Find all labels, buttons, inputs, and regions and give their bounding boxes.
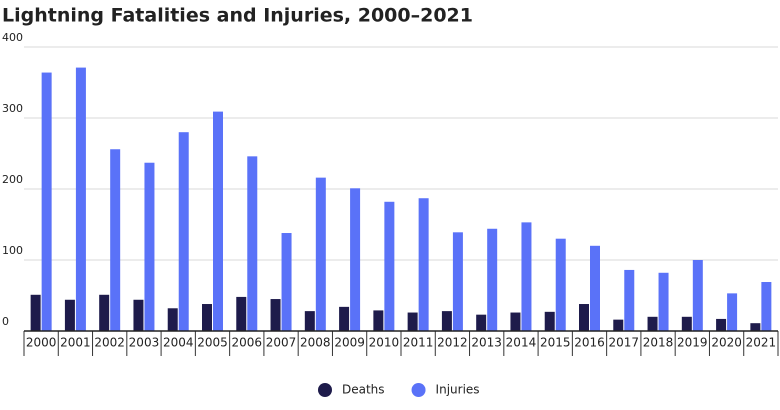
bar <box>681 316 692 331</box>
bar <box>350 188 361 331</box>
bar <box>750 323 761 331</box>
bar <box>727 293 738 331</box>
bar <box>487 228 498 331</box>
bar <box>144 162 155 331</box>
x-tick-label: 2018 <box>643 336 674 350</box>
bar <box>624 269 635 331</box>
legend-marker <box>411 383 426 397</box>
x-tick-label: 2004 <box>163 336 194 350</box>
bar <box>613 319 624 331</box>
x-tick-label: 2008 <box>300 336 331 350</box>
bar <box>579 304 589 331</box>
bar <box>281 233 292 331</box>
x-tick-label: 2000 <box>26 336 57 350</box>
bar <box>510 312 521 331</box>
x-tick-label: 2002 <box>94 336 125 350</box>
bar <box>647 316 658 331</box>
x-tick-label: 2015 <box>540 336 571 350</box>
bar <box>476 314 487 331</box>
x-tick-label: 2019 <box>677 336 708 350</box>
bar <box>658 272 669 331</box>
x-tick-label: 2014 <box>506 336 537 350</box>
bar <box>236 296 247 331</box>
bar <box>247 156 258 331</box>
bar <box>761 282 772 331</box>
bar <box>202 304 212 331</box>
chart-title: Lightning Fatalities and Injuries, 2000–… <box>2 5 473 27</box>
y-tick-label: 300 <box>2 102 23 115</box>
bar <box>418 198 429 331</box>
x-tick-label: 2021 <box>746 336 777 350</box>
y-tick-label: 200 <box>2 173 23 186</box>
x-tick-label: 2005 <box>197 336 228 350</box>
x-tick-label: 2006 <box>231 336 262 350</box>
bar <box>213 111 223 331</box>
bar <box>64 299 75 331</box>
bar <box>270 299 281 331</box>
bar <box>304 311 315 331</box>
bar <box>339 306 350 331</box>
bar <box>315 177 326 331</box>
y-tick-label: 100 <box>2 244 23 257</box>
x-tick-label: 2020 <box>711 336 742 350</box>
legend-label: Injuries <box>436 383 480 397</box>
bar <box>452 232 463 331</box>
y-tick-label: 0 <box>2 315 9 328</box>
bar <box>167 308 178 331</box>
x-tick-label: 2001 <box>60 336 91 350</box>
x-tick-label: 2003 <box>129 336 160 350</box>
bar <box>544 311 555 331</box>
bar <box>30 294 41 331</box>
bar <box>41 72 52 331</box>
bar <box>441 311 452 331</box>
x-tick-label: 2017 <box>608 336 639 350</box>
bar <box>373 310 384 331</box>
bar <box>716 318 727 331</box>
bar <box>555 238 566 331</box>
bar <box>407 312 418 331</box>
x-tick-label: 2009 <box>334 336 365 350</box>
bar <box>110 149 121 331</box>
bar <box>692 260 703 331</box>
bar <box>99 294 110 331</box>
legend-marker <box>318 383 332 397</box>
bar <box>590 245 600 331</box>
x-tick-label: 2010 <box>369 336 400 350</box>
bar <box>384 201 395 331</box>
bar <box>75 67 86 331</box>
x-tick-label: 2011 <box>403 336 434 350</box>
legend-label: Deaths <box>342 383 385 397</box>
bar <box>133 299 144 331</box>
bar <box>521 222 532 331</box>
x-tick-label: 2012 <box>437 336 468 350</box>
x-tick-label: 2013 <box>471 336 502 350</box>
x-tick-label: 2007 <box>266 336 297 350</box>
x-tick-label: 2016 <box>574 336 605 350</box>
y-tick-label: 400 <box>2 31 23 44</box>
bar <box>178 132 189 331</box>
